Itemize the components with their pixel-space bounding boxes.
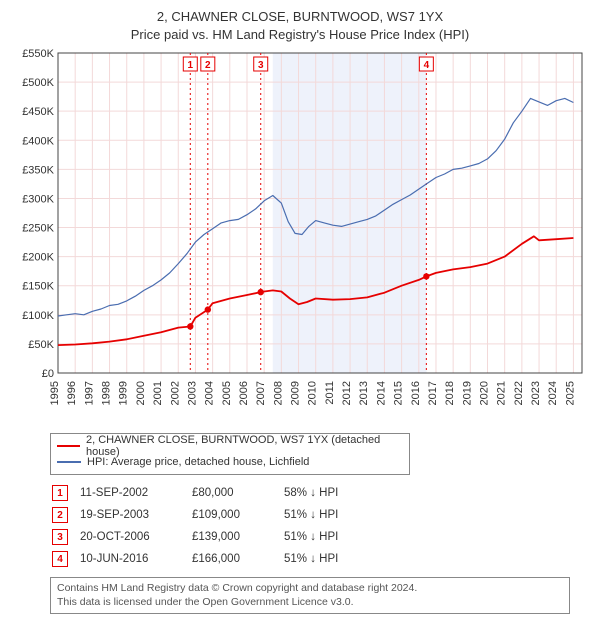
sale-price: £109,000 xyxy=(192,505,282,525)
sale-price: £80,000 xyxy=(192,483,282,503)
x-tick-label: 2020 xyxy=(479,381,491,405)
x-tick-label: 2000 xyxy=(135,381,147,405)
x-tick-label: 1996 xyxy=(66,381,78,405)
x-tick-label: 2011 xyxy=(324,381,336,405)
attribution-footer: Contains HM Land Registry data © Crown c… xyxy=(50,577,570,614)
sale-index-box: 2 xyxy=(52,507,68,523)
x-tick-label: 2021 xyxy=(496,381,508,405)
title-line-2: Price paid vs. HM Land Registry's House … xyxy=(10,26,590,44)
table-row: 3 20-OCT-2006£139,00051% ↓ HPI xyxy=(52,527,348,547)
sale-marker-number: 1 xyxy=(188,60,194,71)
sale-vs-hpi: 51% ↓ HPI xyxy=(284,505,348,525)
sale-vs-hpi: 51% ↓ HPI xyxy=(284,527,348,547)
sale-marker-number: 4 xyxy=(424,60,430,71)
y-tick-label: £300K xyxy=(22,194,54,206)
y-tick-label: £500K xyxy=(22,77,54,89)
x-tick-label: 2010 xyxy=(307,381,319,405)
x-tick-label: 2007 xyxy=(255,381,267,405)
sale-vs-hpi: 58% ↓ HPI xyxy=(284,483,348,503)
table-row: 1 11-SEP-2002£80,00058% ↓ HPI xyxy=(52,483,348,503)
x-tick-label: 2004 xyxy=(204,381,216,405)
sale-date: 10-JUN-2016 xyxy=(80,549,190,569)
x-tick-label: 2018 xyxy=(444,381,456,405)
x-tick-label: 2008 xyxy=(272,381,284,405)
x-tick-label: 2025 xyxy=(564,381,576,405)
sale-index-box: 1 xyxy=(52,485,68,501)
x-tick-label: 2012 xyxy=(341,381,353,405)
sale-index-box: 4 xyxy=(52,551,68,567)
x-tick-label: 2001 xyxy=(152,381,164,405)
legend-row: 2, CHAWNER CLOSE, BURNTWOOD, WS7 1YX (de… xyxy=(57,438,403,454)
table-row: 2 19-SEP-2003£109,00051% ↓ HPI xyxy=(52,505,348,525)
legend-swatch xyxy=(57,445,80,447)
y-tick-label: £0 xyxy=(42,368,54,380)
series-marker xyxy=(205,306,211,312)
table-row: 4 10-JUN-2016£166,00051% ↓ HPI xyxy=(52,549,348,569)
y-tick-label: £200K xyxy=(22,252,54,264)
sale-marker-number: 2 xyxy=(205,60,211,71)
legend-swatch xyxy=(57,461,81,463)
x-tick-label: 1999 xyxy=(118,381,130,405)
x-tick-label: 2017 xyxy=(427,381,439,405)
x-tick-label: 2013 xyxy=(358,381,370,405)
x-tick-label: 2016 xyxy=(410,381,422,405)
series-marker xyxy=(187,323,193,329)
sale-index-box: 3 xyxy=(52,529,68,545)
x-tick-label: 1998 xyxy=(101,381,113,405)
chart-area: £0 £50K £100K £150K £200K £250K £300K £350K £400… xyxy=(10,47,590,427)
legend-label: 2, CHAWNER CLOSE, BURNTWOOD, WS7 1YX (de… xyxy=(86,434,403,458)
sale-price: £166,000 xyxy=(192,549,282,569)
y-tick-label: £150K xyxy=(22,281,54,293)
series-marker xyxy=(258,289,264,295)
x-tick-label: 1997 xyxy=(83,381,95,405)
title-line-1: 2, CHAWNER CLOSE, BURNTWOOD, WS7 1YX xyxy=(10,8,590,26)
x-tick-label: 2002 xyxy=(169,381,181,405)
sale-marker-number: 3 xyxy=(258,60,264,71)
legend-label: HPI: Average price, detached house, Lich… xyxy=(87,456,309,468)
y-tick-label: £400K xyxy=(22,135,54,147)
x-tick-label: 2024 xyxy=(547,381,559,405)
y-tick-label: £100K xyxy=(22,310,54,322)
x-tick-label: 2014 xyxy=(375,381,387,405)
y-tick-label: £50K xyxy=(28,339,54,351)
x-tick-label: 2003 xyxy=(186,381,198,405)
x-tick-label: 2005 xyxy=(221,381,233,405)
x-tick-label: 2023 xyxy=(530,381,542,405)
y-tick-label: £250K xyxy=(22,223,54,235)
sale-date: 11-SEP-2002 xyxy=(80,483,190,503)
sale-date: 19-SEP-2003 xyxy=(80,505,190,525)
y-tick-label: £550K xyxy=(22,48,54,60)
x-tick-label: 2015 xyxy=(393,381,405,405)
footer-line-2: This data is licensed under the Open Gov… xyxy=(57,596,563,610)
y-tick-label: £450K xyxy=(22,106,54,118)
line-chart-svg: £0 £50K £100K £150K £200K £250K £300K £350K £400… xyxy=(10,47,590,427)
x-tick-label: 1995 xyxy=(49,381,61,405)
sale-date: 20-OCT-2006 xyxy=(80,527,190,547)
series-marker xyxy=(423,273,429,279)
x-tick-label: 2009 xyxy=(290,381,302,405)
x-tick-label: 2006 xyxy=(238,381,250,405)
sale-vs-hpi: 51% ↓ HPI xyxy=(284,549,348,569)
x-tick-label: 2022 xyxy=(513,381,525,405)
sale-price: £139,000 xyxy=(192,527,282,547)
legend-box: 2, CHAWNER CLOSE, BURNTWOOD, WS7 1YX (de… xyxy=(50,433,410,475)
sales-table: 1 11-SEP-2002£80,00058% ↓ HPI 2 19-SEP-2003… xyxy=(50,481,350,571)
chart-title: 2, CHAWNER CLOSE, BURNTWOOD, WS7 1YX Pri… xyxy=(10,8,590,43)
y-tick-label: £350K xyxy=(22,164,54,176)
footer-line-1: Contains HM Land Registry data © Crown c… xyxy=(57,582,563,596)
x-tick-label: 2019 xyxy=(461,381,473,405)
